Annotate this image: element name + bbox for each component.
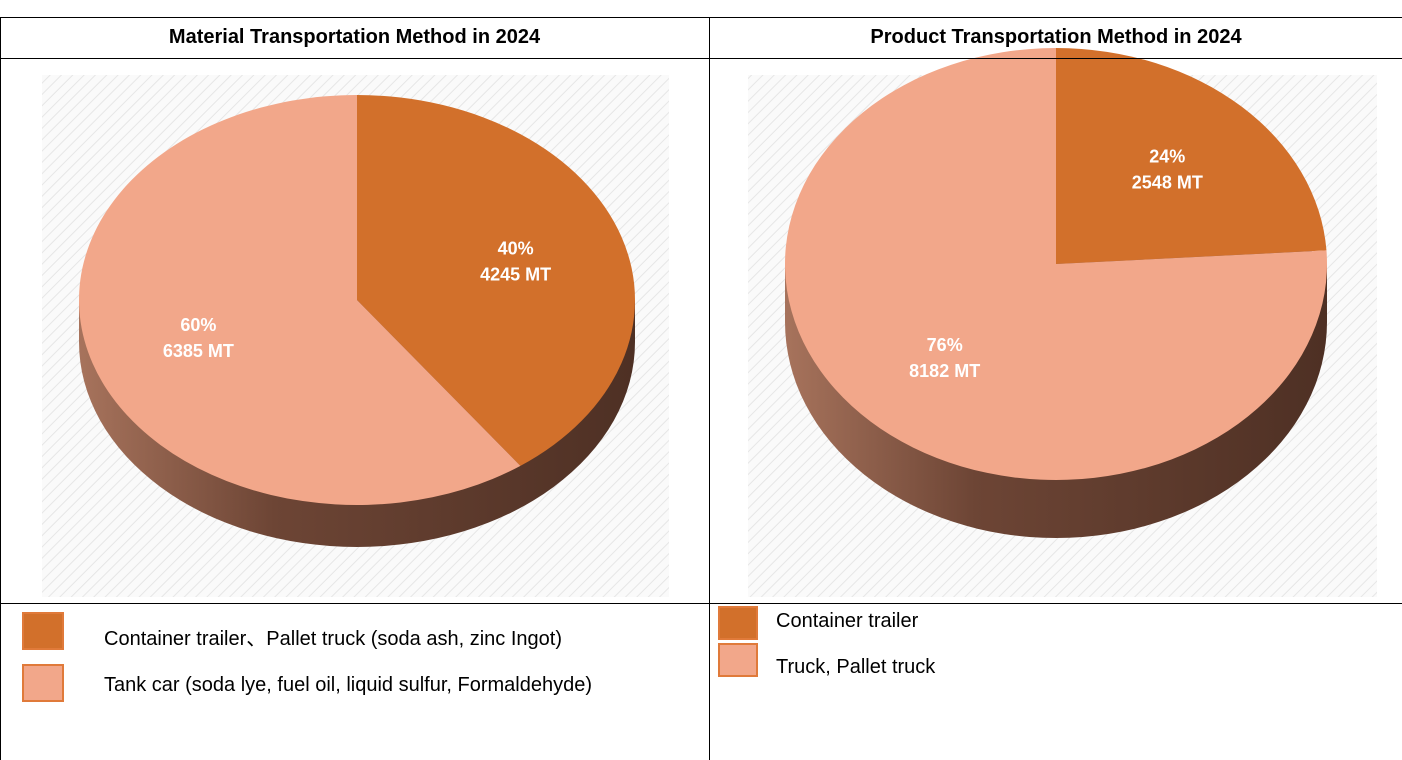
pie-slice	[785, 48, 1327, 480]
header: Material Transportation Method in 2024	[168, 26, 541, 48]
pie-slice	[357, 95, 635, 466]
legend-swatch	[22, 664, 64, 702]
table-border	[0, 58, 1402, 59]
legend-label: Tank car (soda lye, fuel oil, liquid sul…	[104, 674, 593, 696]
data-label: 40%	[498, 239, 534, 259]
legend-label: Container trailer	[776, 610, 919, 632]
data-label: 24%	[1149, 146, 1185, 166]
data-label: 6385 MT	[163, 341, 234, 361]
table-border	[0, 603, 1402, 604]
legend-swatch	[718, 606, 758, 640]
legend-swatch	[718, 643, 758, 677]
data-label: 8182 MT	[909, 361, 980, 381]
data-label: 76%	[927, 335, 963, 355]
data-label: 60%	[180, 315, 216, 335]
table-border	[709, 17, 710, 760]
pie-slice	[78, 95, 521, 506]
data-label: 2548 MT	[1132, 172, 1203, 192]
table-border	[0, 17, 1, 760]
legend-swatch	[22, 612, 64, 650]
header: Product Transportation Method in 2024	[870, 26, 1242, 48]
data-label: 4245 MT	[480, 265, 551, 285]
legend-label: Truck, Pallet truck	[776, 656, 936, 678]
pie-slice	[1056, 48, 1327, 264]
legend-label: Container trailer、Pallet truck (soda ash…	[104, 628, 562, 650]
table-border	[0, 17, 1402, 18]
